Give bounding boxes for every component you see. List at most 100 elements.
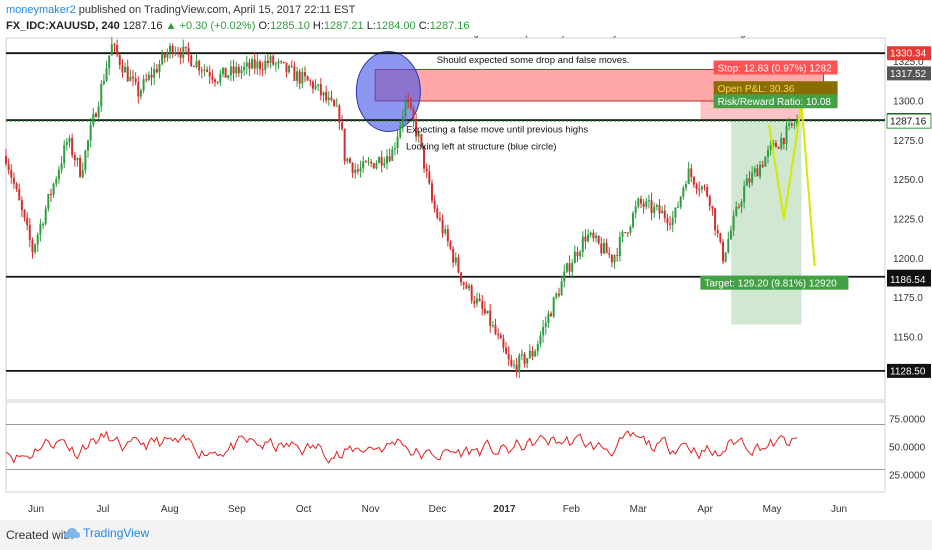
candle-body <box>333 100 336 107</box>
candle-body <box>378 157 381 164</box>
candle-body <box>565 263 568 272</box>
candle-body <box>335 105 338 107</box>
price-label-bg <box>887 46 931 61</box>
candle-body <box>208 71 211 77</box>
candle-body <box>653 206 656 214</box>
candle-body <box>150 74 153 78</box>
candle-body <box>518 355 521 373</box>
candle-body <box>722 241 725 262</box>
candle-body <box>687 168 690 184</box>
candle-body <box>116 44 119 55</box>
candle-body <box>81 170 84 177</box>
candle-body <box>367 161 370 163</box>
candle-body <box>552 297 555 317</box>
candle-body <box>499 335 502 339</box>
time-axis-tick: Jun <box>831 504 847 515</box>
candle-body <box>608 253 611 255</box>
open-pnl-label: Open P&L: 30.36 <box>718 84 795 95</box>
candle-body <box>669 223 672 225</box>
candle-body <box>206 69 209 72</box>
candle-body <box>356 169 359 172</box>
candle-body <box>57 169 60 179</box>
candle-body <box>258 61 261 70</box>
candle-body <box>354 169 357 173</box>
candle-body <box>534 351 537 357</box>
candle-body <box>317 84 320 86</box>
candle-body <box>782 137 785 144</box>
price-axis-tick: 1200.0 <box>893 254 924 265</box>
price-axis-tick: 1325.0 <box>893 57 924 68</box>
candle-body <box>89 125 92 141</box>
candle-body <box>520 354 523 356</box>
candle-body <box>203 69 206 71</box>
candle-body <box>536 343 539 352</box>
candle-body <box>595 235 598 239</box>
candle-body <box>457 257 460 273</box>
candle-body <box>266 60 269 64</box>
candle-body <box>639 198 642 204</box>
candle-body <box>134 78 137 82</box>
candle-body <box>785 125 788 144</box>
candle-body <box>124 66 127 73</box>
candle-body <box>383 163 386 166</box>
time-axis-tick: Jun <box>28 504 44 515</box>
candle-body <box>444 229 447 234</box>
candle-body <box>399 125 402 137</box>
candle-body <box>682 187 685 197</box>
candle-body <box>531 350 534 357</box>
candle-body <box>677 206 680 208</box>
candle-body <box>401 116 404 126</box>
candle-body <box>338 105 341 123</box>
candle-body <box>777 147 780 149</box>
published-text: published on TradingView.com, April 15, … <box>75 4 356 16</box>
candle-body <box>49 194 52 196</box>
candle-body <box>52 183 55 195</box>
candle-body <box>692 177 695 185</box>
candle-body <box>637 198 640 207</box>
candle-body <box>428 171 431 184</box>
candle-body <box>102 81 105 84</box>
candle-body <box>92 113 95 126</box>
candle-body <box>761 164 764 167</box>
created-with-text: Created with <box>6 528 74 542</box>
price-axis-label: 1287.16 <box>890 117 927 128</box>
candle-body <box>494 325 497 334</box>
candle-body <box>47 194 50 209</box>
candle-body <box>729 230 732 240</box>
candle-body <box>280 61 283 63</box>
candle-body <box>7 163 10 171</box>
candle-body <box>325 92 328 101</box>
annotation-drop-note: Should expected some drop and false move… <box>437 55 630 66</box>
candle-body <box>192 66 195 68</box>
candle-body <box>526 358 529 364</box>
candle-body <box>227 75 230 78</box>
candle-body <box>39 224 42 235</box>
candle-body <box>301 71 304 84</box>
candle-body <box>772 142 775 146</box>
time-axis-tick: Feb <box>563 504 581 515</box>
candle-body <box>571 263 574 272</box>
author-link[interactable]: moneymaker2 <box>6 4 76 16</box>
price-axis-tick: 1250.0 <box>893 175 924 186</box>
candle-body <box>288 65 291 73</box>
candle-body <box>568 263 571 272</box>
candle-body <box>423 145 426 169</box>
close-value: 1287.16 <box>429 20 470 32</box>
time-axis-tick: Mar <box>630 504 648 515</box>
candle-body <box>425 168 428 172</box>
price-axis-tick: 1225.0 <box>893 215 924 226</box>
candle-body <box>462 282 465 285</box>
candle-body <box>79 158 82 177</box>
price-axis-tick: 1150.0 <box>893 333 923 344</box>
candle-body <box>248 62 251 69</box>
tradingview-cloud-icon <box>64 528 80 538</box>
candle-body <box>330 97 333 101</box>
candle-body <box>161 53 164 65</box>
candle-body <box>774 142 777 148</box>
tradingview-logo[interactable]: TradingView <box>64 526 149 540</box>
candle-body <box>311 81 314 89</box>
candle-body <box>645 201 648 207</box>
annotation-false-move: Expecting a false move until previous hi… <box>406 124 588 135</box>
candle-body <box>100 83 103 107</box>
candle-body <box>290 65 293 67</box>
